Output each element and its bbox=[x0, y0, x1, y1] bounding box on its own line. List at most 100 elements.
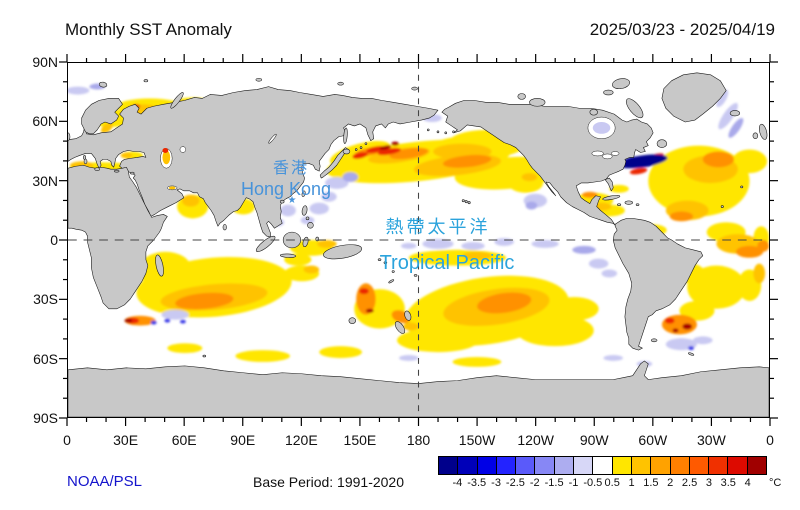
anomaly-blob bbox=[325, 177, 349, 189]
colorbar-cell bbox=[495, 457, 516, 474]
island bbox=[359, 146, 363, 149]
island bbox=[307, 222, 314, 229]
anomaly-blob bbox=[661, 314, 697, 335]
island bbox=[617, 203, 622, 206]
anomaly-blob bbox=[280, 204, 296, 217]
anomaly-blob bbox=[515, 314, 594, 347]
anomaly-blob bbox=[628, 158, 660, 168]
anomaly-blob bbox=[309, 202, 329, 215]
inland-anomaly bbox=[168, 186, 176, 190]
island bbox=[364, 142, 368, 145]
island bbox=[444, 131, 448, 135]
colorbar-tick-label: 3 bbox=[705, 477, 712, 489]
y-tick-label: 30N bbox=[32, 172, 58, 189]
colorbar-tick-label: -3.5 bbox=[467, 477, 487, 489]
anomaly-blob bbox=[716, 89, 729, 108]
island bbox=[394, 321, 406, 334]
anomaly-blob bbox=[397, 328, 479, 353]
colorbar-tick-label: 4 bbox=[744, 477, 751, 489]
island bbox=[143, 79, 149, 83]
anomaly-blob bbox=[735, 245, 764, 258]
anomaly-blob bbox=[477, 292, 532, 314]
island bbox=[323, 244, 363, 260]
anomaly-blob bbox=[682, 323, 693, 330]
colorbar-tick-label: -2 bbox=[529, 477, 540, 489]
anomaly-blob bbox=[588, 258, 609, 269]
inland-waters bbox=[160, 116, 620, 191]
colorbar-cell bbox=[573, 457, 593, 474]
island bbox=[113, 169, 120, 173]
island bbox=[348, 317, 356, 324]
anomaly-blob bbox=[68, 86, 90, 95]
island bbox=[337, 81, 344, 86]
anomaly-blob bbox=[365, 308, 374, 313]
colorbar-tick-label: -1 bbox=[568, 477, 579, 489]
colorbar-tick-label: -3 bbox=[491, 477, 501, 489]
anomaly-blob bbox=[303, 265, 320, 274]
anomaly-blob bbox=[753, 263, 766, 284]
anomaly-field bbox=[68, 83, 769, 367]
x-tick-label: 0 bbox=[766, 432, 774, 448]
anomaly-blob bbox=[679, 300, 715, 321]
island bbox=[377, 258, 382, 261]
x-tick-label: 150W bbox=[458, 432, 496, 448]
colorbar-cell bbox=[727, 457, 747, 474]
colorbar-tick-label: 3.5 bbox=[720, 477, 736, 489]
anomaly-blob bbox=[629, 167, 648, 175]
anomaly-blob bbox=[391, 141, 400, 146]
island bbox=[729, 110, 741, 117]
anomaly-blob bbox=[609, 184, 629, 193]
colorbar-tick-label: 2 bbox=[667, 477, 674, 489]
island bbox=[155, 254, 164, 277]
inland-anomaly bbox=[162, 148, 169, 153]
anomaly-blob bbox=[164, 318, 171, 323]
island bbox=[222, 224, 227, 231]
inland-water bbox=[268, 133, 277, 144]
colorbar-cell bbox=[476, 457, 496, 474]
anomaly-blob bbox=[379, 145, 392, 150]
colorbar-cell bbox=[515, 457, 535, 474]
colorbar-cell bbox=[534, 457, 554, 474]
colorbar-tick-label: -1.5 bbox=[544, 477, 564, 489]
anomaly-blob bbox=[521, 173, 538, 181]
x-tick-label: 60W bbox=[638, 432, 668, 448]
land-scandinavia bbox=[81, 98, 123, 135]
island bbox=[625, 98, 644, 119]
island bbox=[202, 354, 207, 358]
island bbox=[98, 81, 108, 88]
inland-water bbox=[179, 146, 187, 153]
anomaly-blob bbox=[317, 240, 337, 248]
colorbar-cell bbox=[688, 457, 709, 474]
anomaly-blob bbox=[525, 201, 538, 210]
island bbox=[603, 89, 614, 96]
island bbox=[529, 98, 546, 107]
source-label: NOAA/PSL bbox=[67, 473, 143, 490]
y-tick-label: 90N bbox=[32, 54, 58, 70]
map-canvas bbox=[68, 63, 769, 417]
x-tick-label: 180 bbox=[406, 432, 431, 448]
anomaly-blob bbox=[181, 194, 200, 207]
colorbar-tick-label: 1 bbox=[628, 477, 635, 489]
tropical-pacific-label-en: Tropical Pacific bbox=[379, 252, 515, 274]
island bbox=[301, 190, 306, 197]
anomaly-blob bbox=[399, 355, 419, 361]
island bbox=[650, 338, 658, 343]
colorbar-tick-label: -4 bbox=[452, 477, 463, 489]
hong-kong-star-marker: ★ bbox=[287, 195, 297, 206]
anomaly-blob bbox=[442, 154, 492, 168]
inland-water bbox=[602, 153, 613, 160]
land-japan bbox=[319, 147, 349, 179]
island bbox=[413, 274, 418, 277]
inland-anomaly bbox=[162, 150, 171, 165]
island bbox=[301, 205, 308, 216]
x-tick-label: 30W bbox=[697, 432, 726, 448]
island bbox=[383, 261, 388, 264]
y-tick-label: 60N bbox=[32, 113, 58, 130]
island bbox=[279, 199, 285, 204]
colorbar-cell bbox=[669, 457, 689, 474]
anomaly-blob bbox=[452, 357, 502, 367]
hong-kong-label-zh: 香港 bbox=[272, 160, 310, 177]
anomaly-blob bbox=[461, 241, 485, 250]
anomaly-blob bbox=[342, 172, 359, 182]
